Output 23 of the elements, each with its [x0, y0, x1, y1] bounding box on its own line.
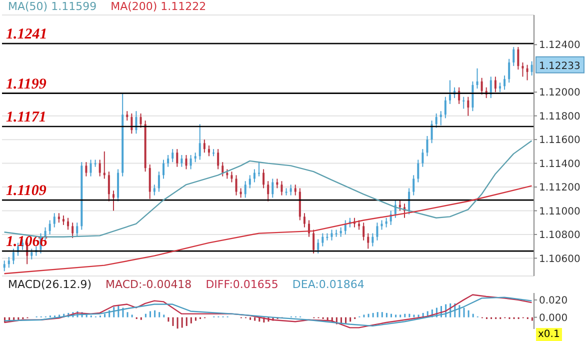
ref-line-label: 1.1241	[6, 26, 48, 42]
text: x0.1	[536, 328, 562, 341]
y-tick-label: 1.11600	[539, 135, 580, 146]
text: 1.12233	[539, 60, 580, 72]
ref-line-label: 1.1109	[6, 183, 47, 200]
text: DIFF:0.01655	[206, 278, 278, 291]
text: MA(200) 1.11222	[110, 0, 206, 13]
y-tick-label: 1.12400	[539, 40, 580, 52]
ref-line-label: 1.1199	[6, 76, 47, 92]
y-tick-label: 1.12000	[539, 88, 580, 99]
y-tick-label: 1.11800	[539, 111, 580, 122]
y-tick-label: 1.10600	[539, 254, 580, 265]
y-tick-label: 1.11000	[539, 206, 580, 218]
text: MA(50) 1.11599	[8, 0, 97, 13]
y-tick-label: 1.11400	[539, 158, 580, 170]
ref-line-label: 1.1171	[6, 110, 46, 126]
text: DEA:0.01864	[292, 278, 364, 291]
y-tick-label: 1.11200	[539, 182, 580, 194]
y-tick-label: 0.020	[539, 295, 568, 306]
series-label: MACD:-0.00418	[106, 278, 192, 291]
y-tick-label: 1.10800	[539, 230, 580, 242]
y-tick-label: 0.000	[539, 312, 568, 324]
chart-title: MACD(26.12.9)	[8, 278, 92, 291]
